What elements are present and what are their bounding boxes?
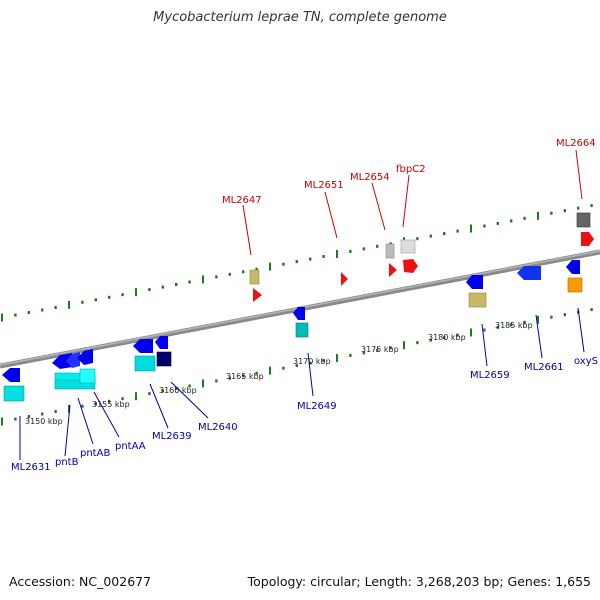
gene-ml2661-arrow[interactable] xyxy=(517,266,541,280)
scale-label-3170: 3170 kbp xyxy=(293,357,331,366)
scale-label-3180: 3180 kbp xyxy=(428,333,466,342)
scale-label-3165: 3165 kbp xyxy=(226,372,264,381)
gene-ml2654[interactable] xyxy=(385,243,395,259)
gene-label[interactable]: pntB xyxy=(55,457,79,468)
gene-label[interactable]: pntAB xyxy=(80,448,110,459)
gene-label[interactable]: ML2639 xyxy=(152,431,192,442)
gene-label[interactable]: oxyS xyxy=(574,356,598,367)
gene-label[interactable]: ML2649 xyxy=(297,401,337,412)
reverse-gene-labels: ML2631 pntB pntAB pntAA ML2639 ML2640 ML… xyxy=(11,356,598,473)
gene-fbpc2-arrow[interactable] xyxy=(403,259,418,273)
gene-ml2647[interactable] xyxy=(249,269,260,285)
gene-label[interactable]: ML2654 xyxy=(350,172,390,183)
accession-text: Accession: NC_002677 xyxy=(9,574,152,589)
gene-label[interactable]: ML2661 xyxy=(524,362,564,373)
gene-ml2639[interactable] xyxy=(134,355,156,372)
genome-title: Mycobacterium leprae TN, complete genome xyxy=(153,10,447,25)
gene-ml2647-arrow[interactable] xyxy=(253,288,262,302)
gene-label[interactable]: ML2651 xyxy=(304,180,344,191)
gene-label[interactable]: ML2659 xyxy=(470,370,510,381)
scale-label-3155: 3155 kbp xyxy=(92,400,130,409)
lower-dotted-track xyxy=(1,308,593,426)
upper-dotted-track xyxy=(1,204,593,322)
gene-pnt-arrow-1[interactable] xyxy=(52,353,72,369)
gene-oxys[interactable] xyxy=(567,277,583,293)
gene-label[interactable]: ML2631 xyxy=(11,462,51,473)
dotted-tracks xyxy=(1,204,593,426)
forward-strand-genes xyxy=(249,212,594,302)
gene-label[interactable]: pntAA xyxy=(115,441,146,452)
gene-pntab[interactable] xyxy=(54,379,96,390)
gene-pnt-arrow-3[interactable] xyxy=(77,349,93,365)
gene-ml2659[interactable] xyxy=(468,292,487,308)
gene-ml2639-arrow[interactable] xyxy=(133,339,153,353)
gene-label[interactable]: fbpC2 xyxy=(396,164,426,175)
scale-label-3160: 3160 kbp xyxy=(159,386,197,395)
scale-label-3185: 3185 kbp xyxy=(495,321,533,330)
scale-label-3175: 3175 kbp xyxy=(361,345,399,354)
gene-ml2664[interactable] xyxy=(576,212,591,228)
gene-ml2654-arrow[interactable] xyxy=(389,263,397,277)
gene-ml2631[interactable] xyxy=(3,385,25,402)
gene-fbpc2[interactable] xyxy=(400,239,416,254)
gene-pnt-arrow-2[interactable] xyxy=(66,352,80,368)
genome-summary-text: Topology: circular; Length: 3,268,203 bp… xyxy=(247,574,591,589)
label-leader-lines xyxy=(19,149,585,460)
gene-pntaa-body[interactable] xyxy=(79,368,96,384)
scale-label-3150: 3150 kbp xyxy=(25,417,63,426)
gene-label[interactable]: ML2640 xyxy=(198,422,238,433)
gene-ml2640[interactable] xyxy=(156,351,172,367)
gene-ml2659-arrow[interactable] xyxy=(466,275,483,289)
forward-gene-labels: ML2647 ML2651 ML2654 fbpC2 ML2664 xyxy=(222,138,596,206)
gene-ml2664-arrow[interactable] xyxy=(581,232,594,246)
scale-labels: 3150 kbp 3155 kbp 3160 kbp 3165 kbp 3170… xyxy=(25,321,533,426)
gene-ml2649-arrow[interactable] xyxy=(293,307,305,320)
gene-label[interactable]: ML2647 xyxy=(222,195,262,206)
gene-ml2649[interactable] xyxy=(295,322,309,338)
gene-ml2631-arrow[interactable] xyxy=(2,368,20,382)
gene-ml2651[interactable] xyxy=(341,272,348,286)
reverse-strand-genes xyxy=(2,260,583,402)
gene-label[interactable]: ML2664 xyxy=(556,138,596,149)
gene-oxys-arrow[interactable] xyxy=(566,260,580,274)
gene-ml2640-arrow[interactable] xyxy=(155,336,168,349)
